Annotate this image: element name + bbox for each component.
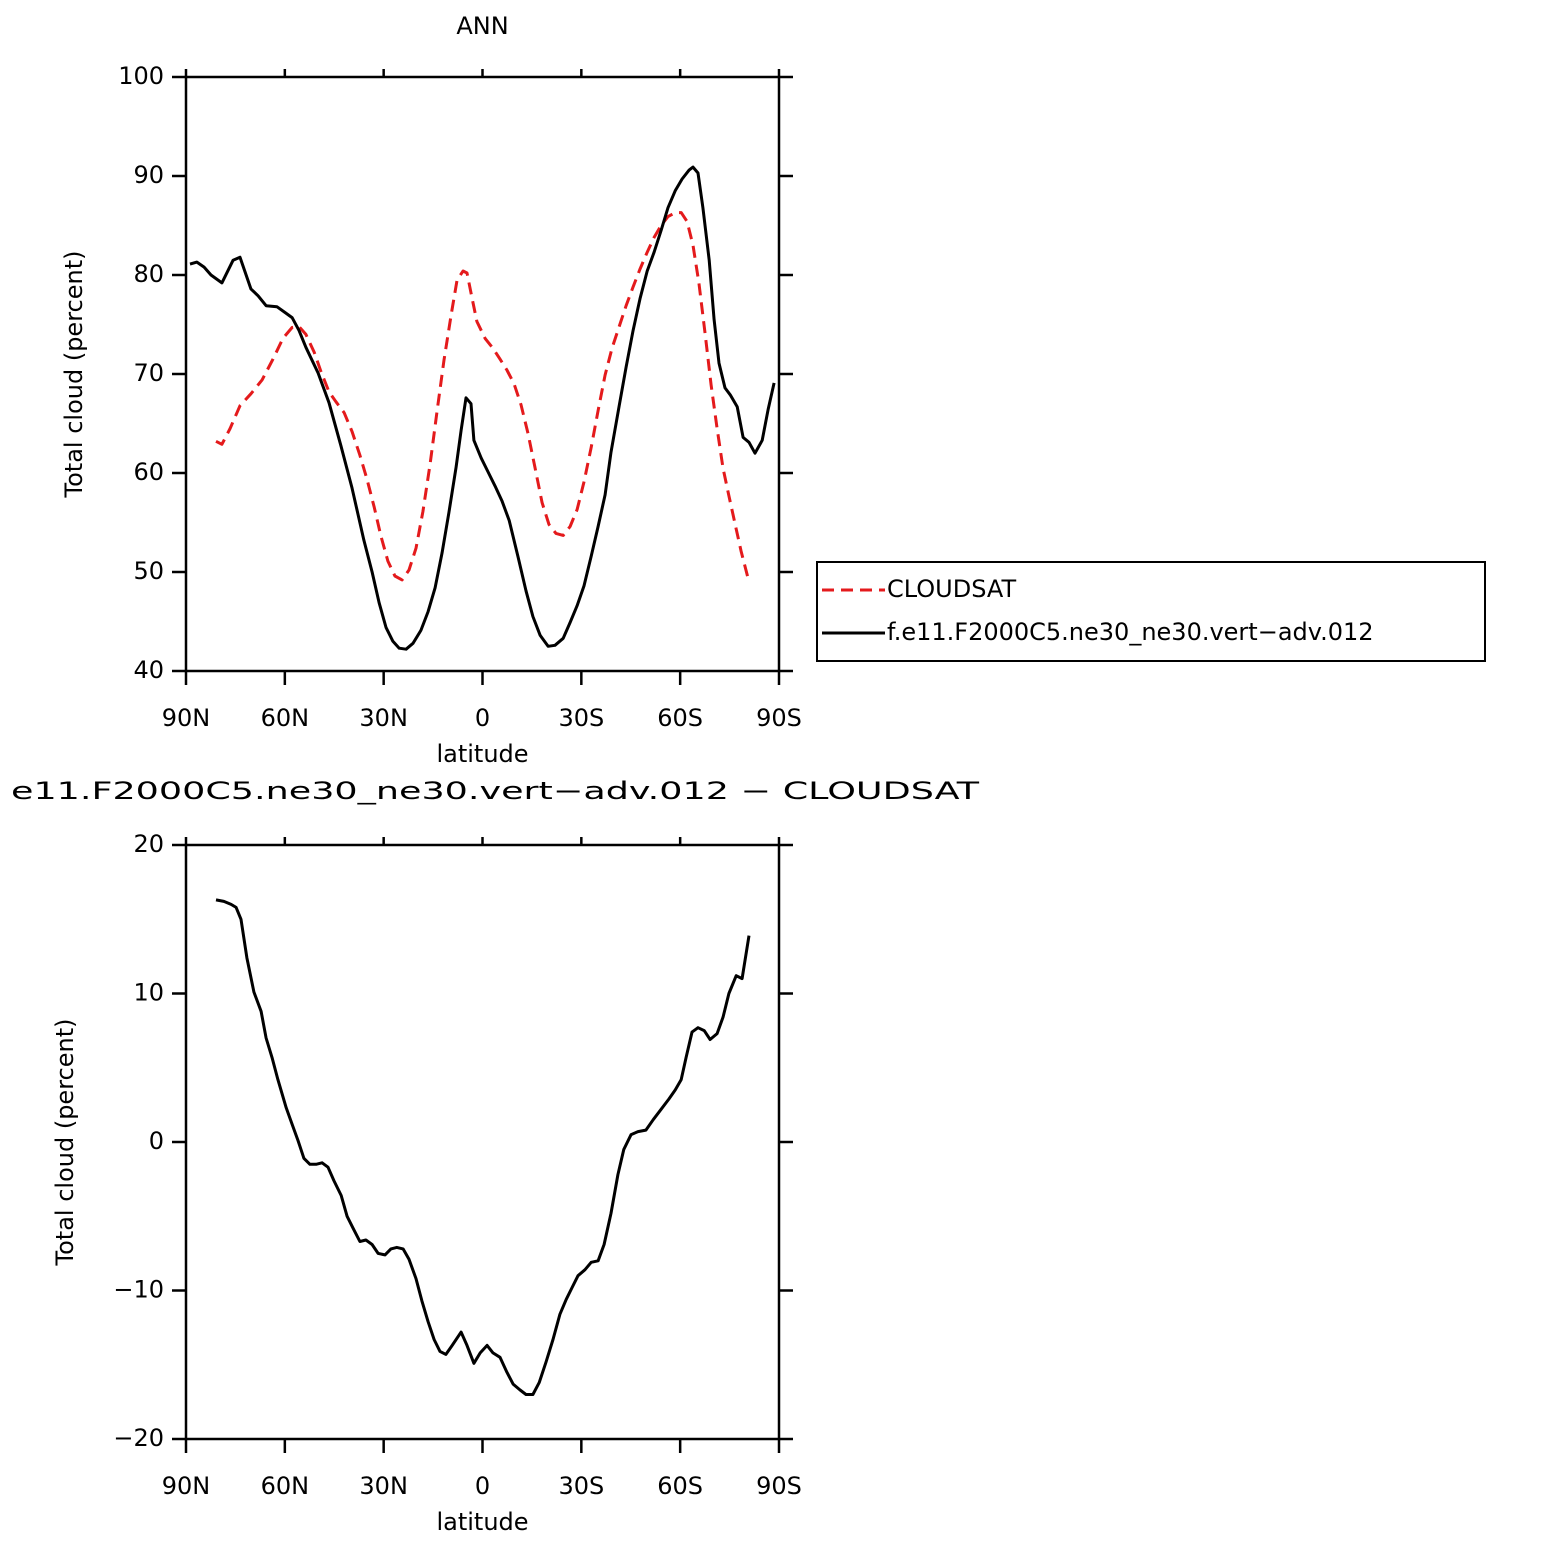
y-tick-label: 40	[133, 656, 164, 684]
y-tick-label: 10	[133, 979, 164, 1007]
y-tick-label: 50	[133, 557, 164, 585]
y-axis-label: Total cloud (percent)	[60, 251, 88, 499]
y-axis-label: Total cloud (percent)	[51, 1019, 79, 1267]
y-tick-label: 0	[149, 1127, 164, 1155]
x-axis-label: latitude	[436, 740, 528, 768]
data-line	[189, 165, 776, 651]
x-tick-label: 60S	[657, 704, 703, 732]
y-tick-label: 90	[133, 161, 164, 189]
y-tick-label: 100	[118, 62, 164, 90]
legend-label: f.e11.F2000C5.ne30_ne30.vert−adv.012	[887, 618, 1374, 646]
data-line	[215, 211, 751, 583]
x-tick-label: 30S	[558, 704, 604, 732]
x-tick-label: 60N	[261, 704, 310, 732]
chart-title: ANN	[456, 12, 508, 40]
x-tick-label: 60S	[657, 1472, 703, 1500]
data-line	[215, 898, 751, 1396]
x-axis-label: latitude	[436, 1508, 528, 1536]
y-tick-label: −10	[113, 1276, 164, 1304]
chart-title: e11.F2000C5.ne30_ne30.vert−adv.012 − CLO…	[11, 777, 980, 805]
y-tick-label: 70	[133, 359, 164, 387]
y-tick-label: 20	[133, 830, 164, 858]
x-tick-label: 30N	[359, 704, 408, 732]
plot-frame	[184, 75, 781, 673]
y-tick-label: 80	[133, 260, 164, 288]
x-tick-label: 90S	[756, 1472, 802, 1500]
y-tick-label: 60	[133, 458, 164, 486]
x-tick-label: 0	[475, 704, 490, 732]
legend-box	[816, 561, 1486, 662]
legend-label: CLOUDSAT	[887, 575, 1016, 603]
x-tick-label: 30S	[558, 1472, 604, 1500]
y-tick-label: −20	[113, 1424, 164, 1452]
x-tick-label: 90N	[162, 704, 211, 732]
x-tick-label: 60N	[261, 1472, 310, 1500]
x-tick-label: 30N	[359, 1472, 408, 1500]
x-tick-label: 90S	[756, 704, 802, 732]
x-tick-label: 90N	[162, 1472, 211, 1500]
x-tick-label: 0	[475, 1472, 490, 1500]
